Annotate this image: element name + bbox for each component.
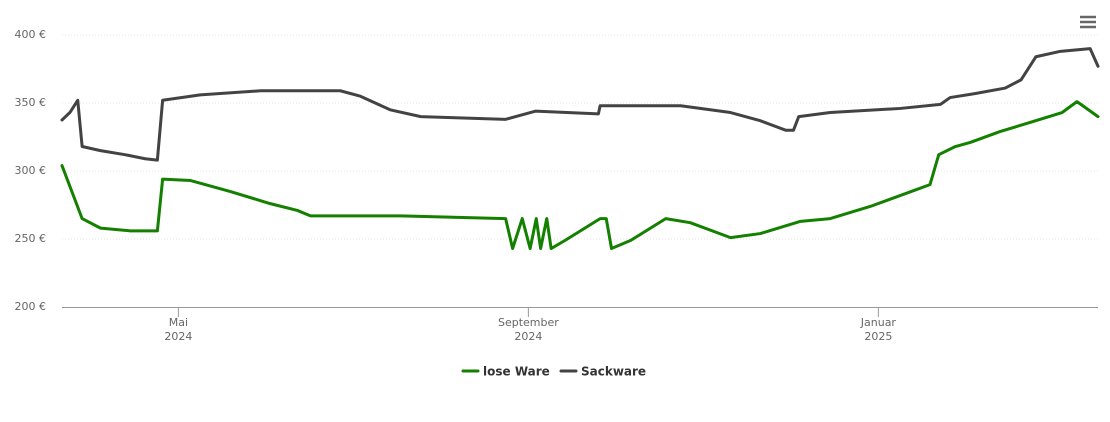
y-tick-label: 400 € bbox=[15, 28, 47, 41]
y-tick-label: 250 € bbox=[15, 232, 47, 245]
legend-item[interactable]: Sackware bbox=[559, 365, 646, 379]
legend-item[interactable]: lose Ware bbox=[461, 365, 550, 379]
legend-label: Sackware bbox=[581, 365, 646, 379]
menu-button[interactable] bbox=[1079, 15, 1097, 29]
x-tick-label: September 2024 bbox=[498, 316, 559, 343]
x-tick-label: Mai 2024 bbox=[164, 316, 192, 343]
series-line bbox=[60, 47, 1100, 162]
series-line bbox=[60, 100, 1100, 251]
x-tick-label: Januar 2025 bbox=[860, 316, 897, 343]
y-tick-label: 350 € bbox=[15, 96, 47, 109]
y-tick-label: 300 € bbox=[15, 164, 47, 177]
legend-label: lose Ware bbox=[483, 365, 550, 379]
y-tick-label: 200 € bbox=[15, 300, 47, 313]
